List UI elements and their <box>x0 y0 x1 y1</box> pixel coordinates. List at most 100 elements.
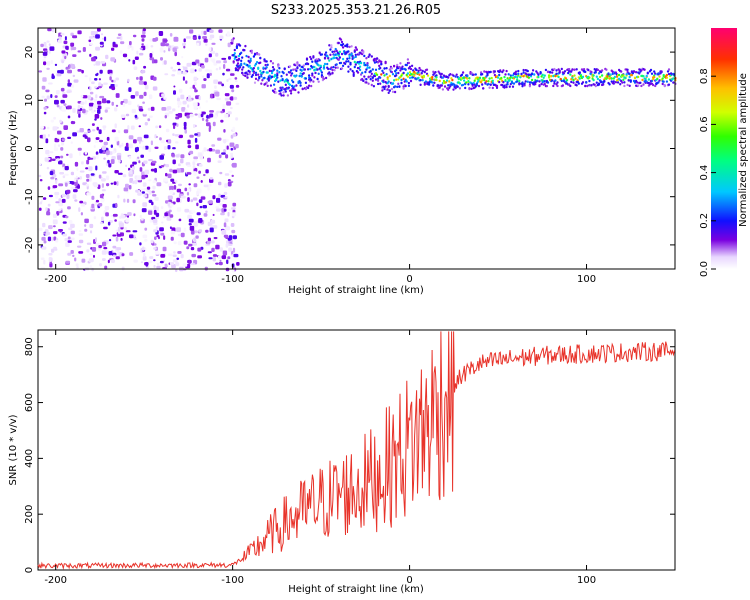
spectrogram-cell <box>370 55 373 58</box>
spectrogram-cell <box>192 197 198 201</box>
spectrogram-cell <box>197 255 202 259</box>
spectrogram-cell <box>232 60 235 63</box>
spectrogram-cell <box>230 154 233 159</box>
spectrogram-cell <box>148 136 151 139</box>
spectrogram-cell <box>117 33 122 36</box>
spectrogram-cell <box>455 73 458 76</box>
spectrogram-cell <box>147 260 153 264</box>
spectrogram-cell <box>338 56 341 59</box>
spectrogram-cell <box>253 81 257 84</box>
spectrogram-cell <box>279 79 282 82</box>
spectrogram-cell <box>130 125 135 130</box>
spectrogram-cell <box>413 74 416 77</box>
spectrogram-cell <box>440 84 443 87</box>
spectrogram-cell <box>99 139 104 143</box>
spectrogram-cell <box>658 79 661 82</box>
spectrogram-cell <box>100 117 103 120</box>
spectrogram-cell <box>354 46 357 49</box>
spectrogram-cell <box>652 78 655 81</box>
spectrogram-cell <box>268 69 271 73</box>
spectrogram-cell <box>644 77 647 81</box>
spectrogram-cell <box>143 65 147 69</box>
spectrogram-cell <box>144 174 148 178</box>
spectrogram-cell <box>205 119 209 122</box>
spectrogram-cell <box>236 62 240 65</box>
spectrogram-cell <box>84 228 88 232</box>
spectrogram-cell <box>102 171 107 174</box>
spectrogram-cell <box>210 93 213 99</box>
spectrogram-cell <box>311 74 314 77</box>
spectrogram-cell <box>60 155 64 159</box>
spectrogram-cell <box>619 83 622 86</box>
spectrogram-cell <box>223 60 227 64</box>
spectrogram-cell <box>48 43 51 46</box>
spectrogram-cell <box>109 76 112 81</box>
snr-series-line <box>37 331 675 571</box>
spectrogram-cell <box>58 201 63 207</box>
spectrogram-cell <box>311 72 314 75</box>
spectrogram-cell <box>143 194 147 198</box>
spectrogram-cell <box>273 68 276 71</box>
colorbar-tick-label: 0.2 <box>699 213 710 229</box>
spectrogram-cell <box>142 234 148 239</box>
spectrogram-cell <box>350 45 353 48</box>
spectrogram-cell <box>612 82 615 85</box>
spectrogram-cell <box>509 74 512 77</box>
spectrogram-cell <box>342 46 345 49</box>
spectrogram-cell <box>133 259 138 263</box>
spectrogram-cell <box>164 212 168 217</box>
spectrogram-cell <box>68 220 73 224</box>
spectrogram-cell <box>227 42 231 48</box>
colorbar-ticks: 0.00.20.40.60.8 <box>699 68 716 277</box>
spectrogram-cell <box>102 241 107 247</box>
spectrogram-cell <box>409 67 413 71</box>
spectrogram-cell <box>143 112 147 115</box>
spectrogram-cell <box>260 82 263 85</box>
spectrogram-cell <box>127 45 130 50</box>
spectrogram-cell <box>55 138 60 143</box>
spectrogram-cell <box>543 74 546 77</box>
spectrogram-cell <box>198 229 203 233</box>
spectrogram-cell <box>340 40 344 44</box>
spectrogram-cell <box>140 154 144 158</box>
spectrogram-cell <box>348 54 351 57</box>
spectrogram-cell <box>53 147 59 152</box>
spectrogram-cell <box>62 221 67 224</box>
spectrogram-cell <box>112 213 118 217</box>
spectrogram-cell <box>258 53 261 56</box>
spectrogram-cell <box>42 77 47 82</box>
spectrogram-cell <box>485 80 488 83</box>
spectrogram-cell <box>391 73 395 76</box>
spectrogram-cell <box>52 185 58 189</box>
spectrogram-cell <box>94 86 98 89</box>
spectrogram-cell <box>408 76 412 79</box>
spectrogram-cell <box>467 80 470 83</box>
spectrogram-cell <box>274 88 277 91</box>
spectrogram-cell <box>230 41 234 45</box>
spectrogram-cell <box>226 31 230 37</box>
spectrogram-cell <box>63 103 67 106</box>
spectrogram-cell <box>362 79 365 82</box>
spectrogram-cell <box>150 239 154 244</box>
spectrogram-cell <box>293 85 296 88</box>
spectrogram-cell <box>394 90 397 94</box>
colorbar-gradient <box>711 28 737 269</box>
spectrogram-cell <box>129 169 133 175</box>
spectrogram-cell <box>409 79 413 83</box>
spectrogram-y-tick-label: 20 <box>24 46 35 59</box>
spectrogram-cell <box>156 206 159 212</box>
spectrogram-cell <box>232 247 236 253</box>
spectrogram-cell <box>215 91 220 97</box>
spectrogram-cell <box>92 37 96 40</box>
spectrogram-cell <box>553 67 556 71</box>
spectrogram-cell <box>328 71 331 74</box>
spectrogram-cell <box>196 176 200 179</box>
spectrogram-cell <box>276 73 279 77</box>
spectrogram-cell <box>337 58 340 61</box>
spectrogram-cell <box>270 75 274 78</box>
spectrogram-cell <box>180 94 185 100</box>
spectrogram-cell <box>72 74 76 78</box>
spectrogram-cell <box>397 71 400 75</box>
spectrogram-cell <box>138 80 144 85</box>
spectrogram-cell <box>491 79 494 82</box>
